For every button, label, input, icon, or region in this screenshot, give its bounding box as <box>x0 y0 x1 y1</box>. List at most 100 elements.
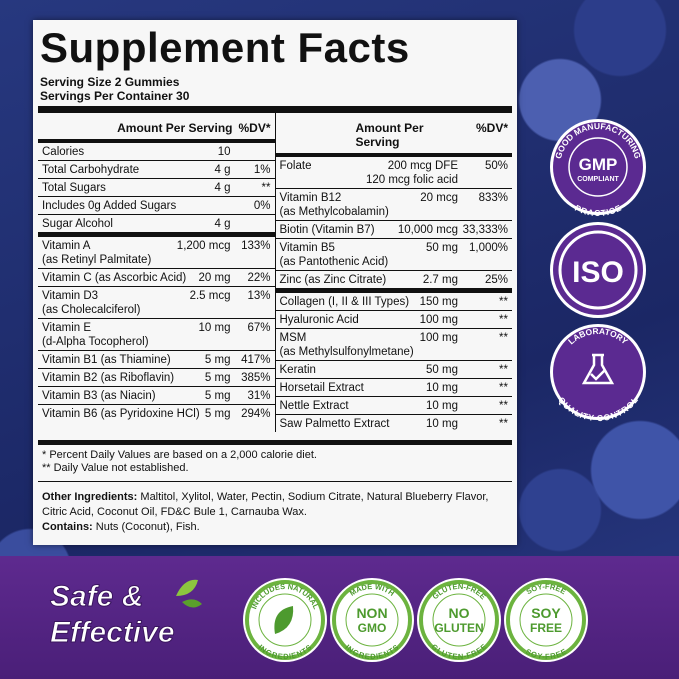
nutrient-source: (d-Alpha Tocopherol) <box>42 336 149 348</box>
nutrient-source: (as Cholecalciferol) <box>42 304 141 316</box>
nutrient-row: Biotin (Vitamin B7) 10,000 mcg 33,333% <box>275 221 512 239</box>
nutrient-name: Folate <box>279 160 312 172</box>
amount: 4 g <box>214 218 231 230</box>
amount-cell: 10 <box>218 145 231 159</box>
nutrient-name-cell: Folate <box>280 159 366 187</box>
amount-cell: 4 g <box>215 181 231 195</box>
left-column: Amount Per Serving %DV* Calories 10 Total C… <box>38 113 276 432</box>
amount: 20 mg <box>198 272 231 284</box>
dv-cell: 0% <box>231 199 271 213</box>
column-header: Amount Per Serving %DV* <box>38 113 275 143</box>
row-group: Collagen (I, II & III Types) 150 mg ** Hyal… <box>275 293 513 432</box>
amount: 10 mg <box>426 382 458 394</box>
nutrient-name: Includes 0g Added Sugars <box>42 200 177 212</box>
nutrient-name: Vitamin A <box>42 240 91 252</box>
row-group: Calories 10 Total Carbohydrate 4 g 1% Total S… <box>38 143 275 237</box>
amount-cell: 1,200 mcg <box>177 239 231 267</box>
nutrient-row: Folate 200 mcg DFE 120 mcg folic acid 50% <box>275 157 512 189</box>
leaf-icon <box>274 606 294 634</box>
badge-ring <box>419 580 499 660</box>
daily-value: ** <box>499 418 508 430</box>
amount-cell: 10 mg <box>426 399 458 413</box>
nutrient-name-cell: Nettle Extract <box>280 399 427 413</box>
amount: 5 mg <box>204 408 231 420</box>
nutrient-name: Zinc (as Zinc Citrate) <box>279 274 387 286</box>
contains: Contains: Nuts (Coconut), Fish. <box>42 520 508 535</box>
rule <box>38 106 512 113</box>
header-amount: Amount Per Serving <box>117 121 233 135</box>
amount: 100 mg <box>419 332 458 344</box>
badge-ring <box>519 593 573 647</box>
servings-per-container: Servings Per Container 30 <box>40 89 190 103</box>
badge-main: NON <box>356 605 387 621</box>
amount-cell: 5 mg <box>205 371 231 385</box>
footnote: * Percent Daily Values are based on a 2,… <box>42 449 317 461</box>
header-dv: %DV* <box>238 121 271 135</box>
dv-cell: 133% <box>231 239 270 267</box>
svg-text:PRACTICE: PRACTICE <box>573 203 623 219</box>
amount: 150 mg <box>419 296 458 308</box>
amount-cell: 20 mcg <box>420 191 458 219</box>
daily-value: 0% <box>253 200 271 212</box>
label: Other Ingredients: <box>42 491 138 503</box>
amount-cell: 10 mg <box>199 321 231 349</box>
nutrient-name: Sugar Alcohol <box>42 218 113 230</box>
daily-value: 833% <box>478 192 508 204</box>
amount: 50 mg <box>426 242 458 254</box>
nutrient-row: Includes 0g Added Sugars 0% <box>38 197 275 215</box>
nutrient-row: Keratin 50 mg ** <box>275 361 512 379</box>
dv-cell: 13% <box>231 289 270 317</box>
nutrient-name: Keratin <box>279 364 316 376</box>
nutrient-row: Total Sugars 4 g ** <box>38 179 275 197</box>
other-ingredients: Other Ingredients: Maltitol, Xylitol, Wa… <box>42 490 508 520</box>
amount-cell: 100 mg <box>420 331 458 359</box>
nutrient-name-cell: Biotin (Vitamin B7) <box>280 223 398 237</box>
badge-bottom: PRACTICE <box>573 203 623 219</box>
nutrient-name-cell: Saw Palmetto Extract <box>280 417 427 431</box>
dv-cell: 22% <box>231 271 270 285</box>
nutrient-row: Sugar Alcohol 4 g <box>38 215 275 232</box>
row-group: Folate 200 mcg DFE 120 mcg folic acid 50% Vi… <box>275 157 512 293</box>
nutrient-name: Nettle Extract <box>279 400 349 412</box>
nutrient-name-cell: MSM (as Methylsulfonylmetane) <box>280 331 420 359</box>
nutrient-name: Horsetail Extract <box>279 382 364 394</box>
nutrient-name-cell: Keratin <box>280 363 427 377</box>
amount-cell: 10 mg <box>426 417 458 431</box>
daily-value: 417% <box>241 354 271 366</box>
badge-ring <box>330 578 414 662</box>
nutrient-name: Vitamin C (as Ascorbic Acid) <box>42 272 187 284</box>
ingredients: Other Ingredients: Maltitol, Xylitol, Wa… <box>42 490 508 535</box>
amount: 50 mg <box>426 364 458 376</box>
header-dv: %DV* <box>475 121 508 135</box>
badge-top: SOY-FREE <box>525 582 568 596</box>
nutrient-name-cell: Vitamin B3 (as Niacin) <box>42 389 205 403</box>
dv-cell: 50% <box>458 159 508 187</box>
nutrient-name-cell: Vitamin A (as Retinyl Palmitate) <box>42 239 177 267</box>
amount: 1,200 mcg <box>176 240 231 252</box>
header-amount: Amount Per Serving <box>355 121 424 149</box>
nutrient-name: Total Sugars <box>42 182 106 194</box>
amount-cell: 2.5 mcg <box>190 289 231 317</box>
nutrient-row: Collagen (I, II & III Types) 150 mg ** <box>275 293 512 311</box>
amount: 10 mg <box>426 418 458 430</box>
amount-cell: 10,000 mcg <box>398 223 458 237</box>
dv-cell: 1% <box>231 163 271 177</box>
badge-main: FREE <box>530 621 562 635</box>
nutrient-name: Vitamin B1 (as Thiamine) <box>42 354 171 366</box>
amount-cell: 100 mg <box>420 313 458 327</box>
daily-value: 294% <box>241 408 271 420</box>
nutrient-name-cell: Horsetail Extract <box>280 381 427 395</box>
nutrient-name-cell: Vitamin B2 (as Riboflavin) <box>42 371 205 385</box>
amount-cell: 10 mg <box>426 381 458 395</box>
nutrient-name-cell: Includes 0g Added Sugars <box>42 199 231 213</box>
nutrient-name: Saw Palmetto Extract <box>279 418 390 430</box>
dv-cell: ** <box>458 399 508 413</box>
amount-cell: 2.7 mg <box>423 273 458 287</box>
nutrient-row: Saw Palmetto Extract 10 mg ** <box>276 415 513 432</box>
badge-ring <box>245 580 325 660</box>
label: Contains: <box>42 521 93 533</box>
amount-cell: 5 mg <box>205 407 231 421</box>
daily-value: 1% <box>253 164 271 176</box>
nutrient-source: (as Methylcobalamin) <box>279 206 389 218</box>
amount: 200 mcg DFE <box>387 160 458 172</box>
